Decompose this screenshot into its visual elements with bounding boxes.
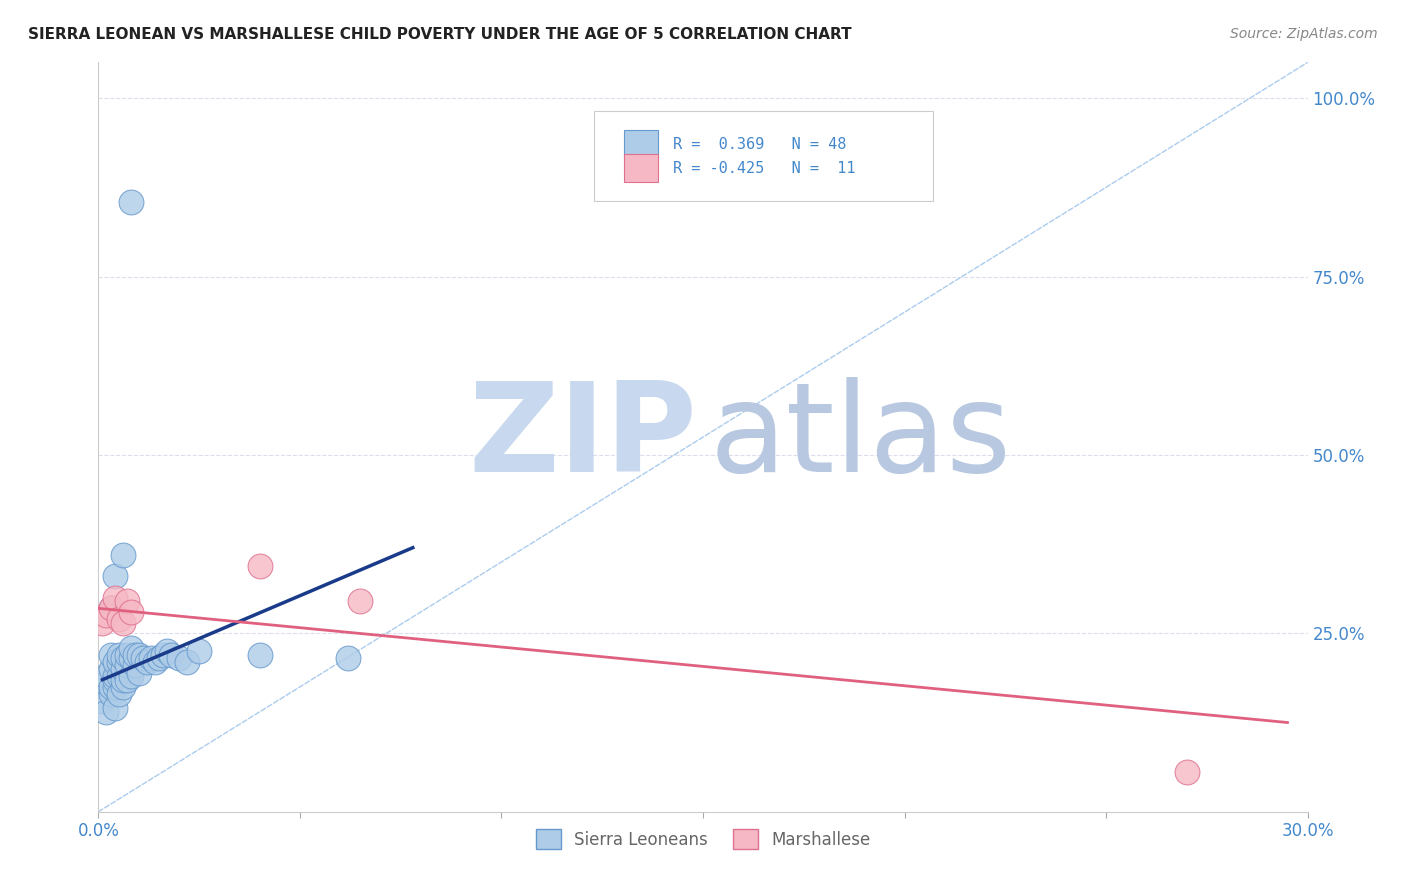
Point [337, 651, 360, 665]
Point [115, 594, 138, 608]
Point [100, 680, 122, 694]
Point [107, 612, 129, 626]
Point [96, 608, 118, 623]
Point [152, 648, 174, 662]
Point [103, 680, 125, 694]
Text: R = -0.425   N =  11: R = -0.425 N = 11 [673, 161, 855, 176]
Point [249, 648, 271, 662]
Point [111, 651, 134, 665]
Point [139, 651, 162, 665]
Point [143, 655, 166, 669]
Point [100, 662, 122, 676]
Point [111, 673, 134, 687]
Point [167, 651, 190, 665]
Point [111, 548, 134, 562]
Point [107, 648, 129, 662]
Point [1175, 765, 1198, 780]
Point [96, 669, 118, 683]
Point [156, 644, 179, 658]
Point [120, 651, 142, 665]
Point [107, 669, 129, 683]
Point [100, 648, 122, 662]
Point [111, 662, 134, 676]
Point [111, 615, 134, 630]
FancyBboxPatch shape [595, 112, 932, 201]
Point [128, 648, 150, 662]
Point [111, 680, 134, 694]
Point [120, 640, 142, 655]
Point [176, 655, 198, 669]
Point [91, 615, 114, 630]
Point [103, 673, 125, 687]
Point [100, 601, 122, 615]
Text: atlas: atlas [709, 376, 1011, 498]
Text: SIERRA LEONEAN VS MARSHALLESE CHILD POVERTY UNDER THE AGE OF 5 CORRELATION CHART: SIERRA LEONEAN VS MARSHALLESE CHILD POVE… [28, 27, 852, 42]
Point [107, 687, 129, 701]
Point [124, 658, 146, 673]
Point [160, 648, 183, 662]
FancyBboxPatch shape [624, 153, 658, 182]
Point [120, 605, 142, 619]
Point [120, 194, 142, 209]
Point [115, 658, 138, 673]
Point [349, 594, 371, 608]
Point [96, 676, 118, 690]
Text: ZIP: ZIP [468, 376, 697, 498]
Point [100, 687, 122, 701]
Point [103, 591, 125, 605]
Point [135, 655, 157, 669]
Point [103, 669, 125, 683]
Point [103, 569, 125, 583]
Point [91, 694, 114, 708]
Text: R =  0.369   N = 48: R = 0.369 N = 48 [673, 136, 846, 152]
Legend: Sierra Leoneans, Marshallese: Sierra Leoneans, Marshallese [529, 822, 877, 855]
Point [132, 651, 155, 665]
Point [115, 673, 138, 687]
Point [124, 648, 146, 662]
Point [120, 669, 142, 683]
Text: Source: ZipAtlas.com: Source: ZipAtlas.com [1230, 27, 1378, 41]
Point [148, 651, 170, 665]
Point [100, 601, 122, 615]
Point [249, 558, 271, 573]
Point [188, 644, 211, 658]
FancyBboxPatch shape [624, 130, 658, 159]
Point [128, 665, 150, 680]
Point [96, 705, 118, 719]
Point [103, 701, 125, 715]
Point [103, 655, 125, 669]
Point [115, 648, 138, 662]
Point [107, 655, 129, 669]
